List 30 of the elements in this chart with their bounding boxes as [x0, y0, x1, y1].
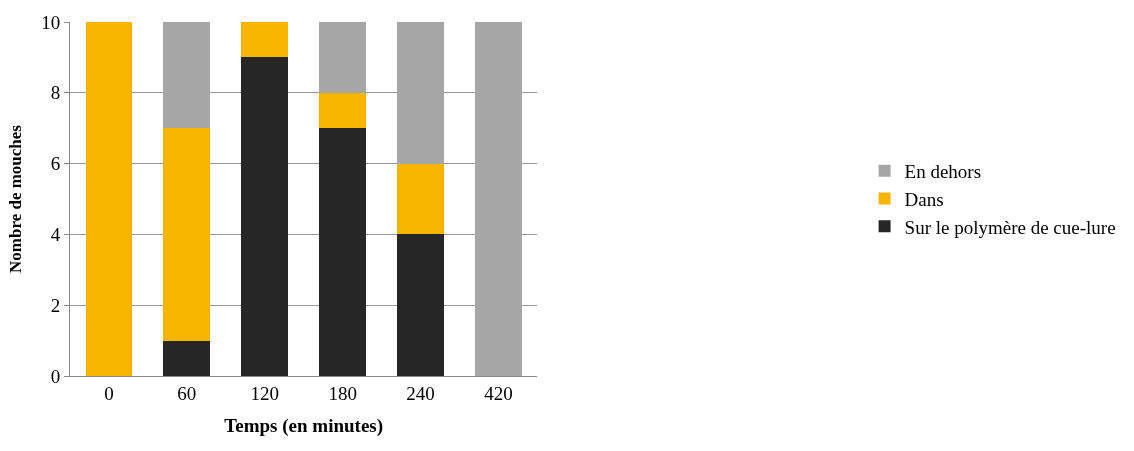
- bar: [241, 22, 289, 58]
- y-tick-label: 2: [50, 294, 61, 316]
- y-axis-title: Nombre de mouches: [5, 124, 25, 273]
- bar: [397, 234, 444, 376]
- x-axis-title: Temps (en minutes): [224, 414, 384, 437]
- legend-label: En dehors: [904, 161, 982, 183]
- x-tick-label: 420: [484, 382, 513, 404]
- bar: [397, 22, 444, 164]
- bar: [241, 57, 289, 376]
- bar: [163, 340, 211, 376]
- bar: [319, 22, 367, 93]
- legend-label: Dans: [904, 188, 944, 210]
- bar: [397, 163, 444, 235]
- x-tick-label: 180: [328, 382, 357, 404]
- bar: [163, 128, 211, 341]
- y-tick-label: 8: [50, 82, 61, 104]
- x-tick-label: 0: [104, 382, 114, 404]
- x-tick-label: 60: [177, 382, 197, 404]
- x-tick-label: 240: [406, 382, 435, 404]
- y-tick-label: 10: [41, 11, 61, 33]
- y-tick-label: 0: [50, 365, 61, 387]
- bar: [475, 22, 522, 376]
- bar: [163, 22, 211, 129]
- legend-label: Sur le polymère de cue-lure: [904, 216, 1116, 238]
- bar: [85, 22, 133, 376]
- bar: [319, 128, 367, 376]
- y-tick-label: 6: [50, 153, 61, 175]
- bar: [319, 92, 367, 129]
- x-tick-label: 120: [250, 382, 279, 404]
- y-tick-label: 4: [50, 224, 61, 246]
